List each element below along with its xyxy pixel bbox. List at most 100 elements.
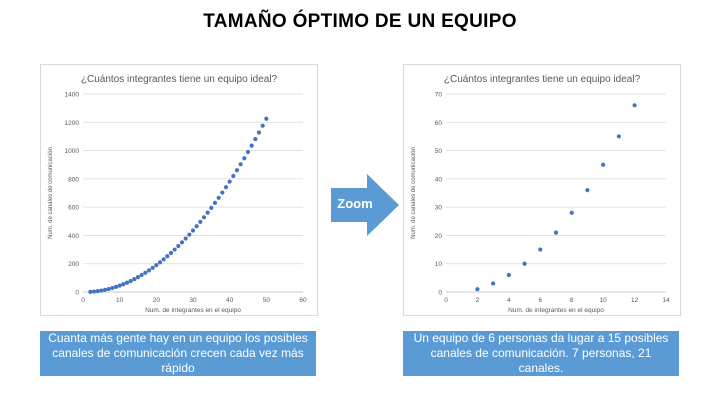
x-tick-label: 12 (631, 297, 639, 304)
full-range-data-point (242, 156, 247, 161)
full-range-data-point (139, 272, 144, 278)
full-range-data-point (161, 257, 166, 262)
zoom-label: Zoom (337, 196, 373, 211)
x-axis-label: Num. de integrantes en el equipo (145, 307, 241, 314)
zoomed-data-point (506, 272, 511, 278)
full-range-data-point (157, 260, 163, 265)
full-range-data-point (264, 116, 269, 121)
y-axis-label: Num. de canales de comunicación (48, 147, 54, 239)
full-range-data-point (95, 289, 100, 294)
y-tick-label: 0 (75, 290, 79, 297)
zoomed-data-point (538, 247, 543, 252)
chart-full-range-svg: ¿Cuántos integrantes tiene un equipo ide… (48, 74, 307, 314)
zoomed-data-point (475, 287, 480, 292)
y-tick-label: 200 (68, 261, 79, 268)
full-range-data-point (106, 286, 111, 292)
chart-zoomed-svg: ¿Cuántos integrantes tiene un equipo ide… (411, 74, 670, 314)
full-range-data-point (220, 190, 225, 195)
y-axis-label: Num. de canales de comunicación (411, 147, 417, 239)
x-tick-label: 20 (153, 297, 161, 304)
full-range-data-point (209, 205, 214, 210)
y-tick-label: 10 (435, 261, 443, 268)
x-tick-label: 10 (600, 297, 608, 304)
x-tick-label: 50 (263, 297, 271, 304)
full-range-data-point (190, 228, 196, 233)
full-range-data-point (132, 277, 137, 282)
chart-title: ¿Cuántos integrantes tiene un equipo ide… (444, 74, 641, 85)
full-range-data-point (234, 168, 240, 173)
y-tick-label: 1200 (65, 120, 80, 127)
x-tick-label: 0 (81, 297, 85, 304)
full-range-data-point (165, 254, 170, 259)
x-tick-label: 14 (662, 297, 670, 304)
y-tick-label: 60 (435, 120, 443, 127)
full-range-data-point (154, 263, 159, 268)
full-range-data-point (135, 275, 141, 280)
y-tick-label: 40 (435, 176, 443, 183)
y-tick-label: 70 (435, 92, 443, 99)
full-range-data-point (249, 143, 254, 148)
zoomed-data-point (553, 230, 559, 235)
full-range-data-point (176, 243, 181, 249)
y-tick-label: 50 (435, 148, 443, 155)
y-tick-label: 20 (435, 233, 443, 240)
zoomed-data-point (601, 162, 606, 167)
y-tick-label: 30 (435, 205, 443, 212)
zoomed-data-point (585, 188, 590, 193)
full-range-data-point (212, 200, 218, 205)
full-range-data-point (113, 284, 119, 290)
full-range-data-point (102, 287, 108, 292)
full-range-data-point (223, 185, 229, 190)
full-range-data-point (99, 288, 104, 293)
full-range-data-point (110, 285, 115, 291)
chart-full-range: ¿Cuántos integrantes tiene un equipo ide… (40, 64, 318, 316)
y-tick-label: 1000 (65, 148, 80, 155)
full-range-data-point (256, 130, 262, 135)
full-range-data-point (231, 173, 236, 179)
full-range-data-point (124, 280, 130, 285)
full-range-data-point (194, 224, 199, 229)
zoomed-data-point (569, 210, 574, 215)
x-tick-label: 10 (116, 297, 124, 304)
full-range-data-point (146, 268, 152, 273)
zoom-arrow-icon (331, 174, 399, 236)
full-range-data-point (216, 195, 221, 200)
full-range-data-point (128, 278, 133, 284)
caption-right: Un equipo de 6 personas da lugar a 15 po… (403, 331, 679, 376)
zoomed-data-point (522, 261, 527, 266)
zoomed-data-point (616, 134, 621, 139)
chart-zoomed: ¿Cuántos integrantes tiene un equipo ide… (403, 64, 681, 316)
full-range-data-point (260, 123, 265, 128)
y-tick-label: 800 (68, 176, 79, 183)
full-range-data-point (238, 162, 243, 167)
zoomed-data-point (632, 103, 637, 108)
x-tick-label: 2 (476, 297, 480, 304)
y-tick-label: 1400 (65, 92, 80, 99)
full-range-data-point (198, 219, 203, 224)
full-range-data-point (253, 137, 258, 142)
full-range-data-point (91, 289, 97, 294)
x-tick-label: 0 (444, 297, 448, 304)
y-tick-label: 400 (68, 233, 79, 240)
x-tick-label: 30 (189, 297, 197, 304)
full-range-data-point (187, 232, 192, 237)
y-tick-label: 0 (438, 290, 442, 297)
y-tick-label: 600 (68, 205, 79, 212)
full-range-data-point (227, 179, 232, 184)
x-tick-label: 60 (299, 297, 307, 304)
slide-title: TAMAÑO ÓPTIMO DE UN EQUIPO (203, 11, 517, 32)
caption-left: Cuanta más gente hay en un equipo los po… (40, 331, 316, 376)
full-range-data-point (121, 282, 126, 287)
full-range-data-point (183, 236, 188, 241)
full-range-data-point (201, 215, 207, 220)
full-range-data-point (150, 265, 155, 270)
full-range-data-point (168, 250, 174, 256)
zoomed-data-point (491, 281, 496, 286)
full-range-data-point (245, 149, 251, 155)
x-tick-label: 6 (538, 297, 542, 304)
full-range-data-point (179, 240, 185, 245)
x-tick-label: 40 (226, 297, 234, 304)
full-range-data-point (88, 289, 93, 294)
x-tick-label: 4 (507, 297, 511, 304)
chart-title: ¿Cuántos integrantes tiene un equipo ide… (81, 74, 278, 85)
